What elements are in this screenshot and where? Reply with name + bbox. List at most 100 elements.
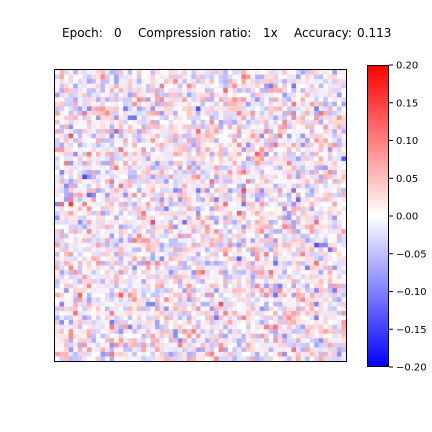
heatmap-cell — [223, 124, 229, 130]
heatmap-cell — [191, 88, 197, 94]
epoch-value: 0 — [114, 26, 122, 40]
heatmap-cell — [118, 229, 124, 234]
heatmap-cell — [191, 270, 197, 275]
heatmap-cell — [73, 238, 79, 244]
heatmap-cell — [291, 297, 297, 303]
heatmap-cell — [318, 356, 324, 362]
heatmap-cell — [68, 324, 74, 330]
heatmap-cell — [64, 279, 69, 285]
heatmap-cell — [327, 215, 333, 221]
heatmap-cell — [91, 138, 97, 144]
heatmap-cell — [168, 247, 174, 253]
heatmap-cell — [150, 297, 156, 303]
heatmap-cell — [164, 101, 169, 107]
heatmap-cell — [245, 183, 251, 189]
heatmap-cell — [323, 338, 329, 344]
heatmap-cell — [318, 342, 324, 348]
heatmap-cell — [259, 210, 265, 216]
heatmap-cell — [291, 288, 297, 294]
heatmap-cell — [223, 165, 229, 171]
heatmap-cell — [295, 133, 301, 139]
heatmap-cell — [168, 265, 174, 271]
heatmap-cell — [195, 297, 201, 303]
heatmap-cell — [291, 188, 297, 194]
heatmap-cell — [245, 156, 251, 162]
heatmap-cell — [91, 106, 97, 112]
heatmap-cell — [91, 165, 97, 171]
heatmap-cell — [168, 192, 174, 198]
heatmap-cell — [209, 333, 215, 339]
heatmap-cell — [132, 138, 138, 144]
heatmap-cell — [136, 279, 142, 285]
heatmap-cell — [209, 265, 215, 271]
heatmap-cell — [255, 320, 260, 325]
heatmap-cell — [95, 347, 101, 353]
heatmap-cell — [336, 274, 342, 280]
heatmap-cell — [227, 92, 233, 98]
heatmap-cell — [159, 88, 165, 94]
heatmap-cell — [73, 210, 79, 216]
heatmap-cell — [323, 188, 329, 194]
heatmap-cell — [168, 188, 174, 194]
heatmap-cell — [100, 188, 106, 194]
heatmap-cell — [159, 133, 165, 139]
heatmap-cell — [268, 351, 274, 357]
heatmap-cell — [264, 129, 270, 134]
heatmap-cell — [77, 220, 83, 225]
heatmap-cell — [86, 270, 92, 275]
heatmap-cell — [273, 329, 279, 335]
heatmap-cell — [200, 138, 206, 144]
heatmap-cell — [55, 356, 60, 362]
heatmap-cell — [232, 70, 238, 75]
heatmap-cell — [164, 260, 169, 266]
heatmap-cell — [309, 83, 315, 89]
heatmap-cell — [241, 274, 247, 280]
heatmap-cell — [218, 206, 224, 212]
heatmap-cell — [245, 151, 251, 157]
heatmap-cell — [327, 265, 333, 271]
heatmap-cell — [55, 142, 60, 148]
heatmap-cell — [168, 256, 174, 262]
heatmap-cell — [91, 356, 97, 362]
heatmap-cell — [277, 170, 283, 175]
heatmap-cell — [114, 101, 119, 107]
heatmap-cell — [59, 333, 65, 339]
heatmap-cell — [241, 347, 247, 353]
heatmap-cell — [209, 124, 215, 130]
heatmap-cell — [309, 347, 315, 353]
heatmap-cell — [245, 206, 251, 212]
heatmap-cell — [227, 83, 233, 89]
heatmap-cell — [195, 333, 201, 339]
heatmap-cell — [164, 106, 169, 112]
heatmap-cell — [91, 129, 97, 134]
heatmap-cell — [323, 206, 329, 212]
heatmap-cell — [73, 83, 79, 89]
heatmap-cell — [268, 179, 274, 184]
heatmap-cell — [186, 270, 192, 275]
heatmap-cell — [341, 329, 347, 335]
heatmap-cell — [132, 206, 138, 212]
heatmap-cell — [95, 179, 101, 184]
heatmap-cell — [300, 201, 306, 207]
heatmap-cell — [150, 310, 156, 316]
heatmap-cell — [232, 88, 238, 94]
heatmap-cell — [168, 324, 174, 330]
heatmap-cell — [155, 156, 160, 162]
heatmap-cell — [95, 124, 101, 130]
heatmap-cell — [195, 201, 201, 207]
heatmap-cell — [123, 74, 129, 80]
heatmap-cell — [132, 129, 138, 134]
heatmap-cell — [118, 97, 124, 103]
heatmap-cell — [200, 174, 206, 180]
heatmap-cell — [268, 333, 274, 339]
heatmap-cell — [150, 315, 156, 321]
heatmap-cell — [300, 347, 306, 353]
heatmap-cell — [286, 133, 292, 139]
heatmap-cell — [82, 138, 88, 144]
heatmap-cell — [155, 292, 160, 298]
heatmap-cell — [209, 288, 215, 294]
heatmap-cell — [68, 151, 74, 157]
heatmap-cell — [182, 220, 188, 225]
heatmap-cell — [186, 210, 192, 216]
heatmap-cell — [82, 179, 88, 184]
